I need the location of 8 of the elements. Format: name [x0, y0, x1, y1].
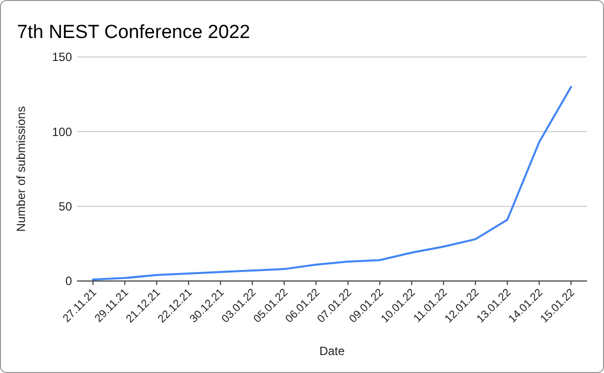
- y-tick-label: 50: [58, 200, 72, 214]
- line-series: [92, 86, 572, 281]
- x-axis-title: Date: [319, 344, 345, 358]
- y-tick-label: 150: [52, 50, 72, 64]
- chart-title: 7th NEST Conference 2022: [17, 22, 250, 43]
- y-tick-label: 0: [65, 274, 72, 288]
- y-tick-label: 100: [52, 124, 72, 139]
- y-axis-title: Number of submissions: [14, 106, 28, 232]
